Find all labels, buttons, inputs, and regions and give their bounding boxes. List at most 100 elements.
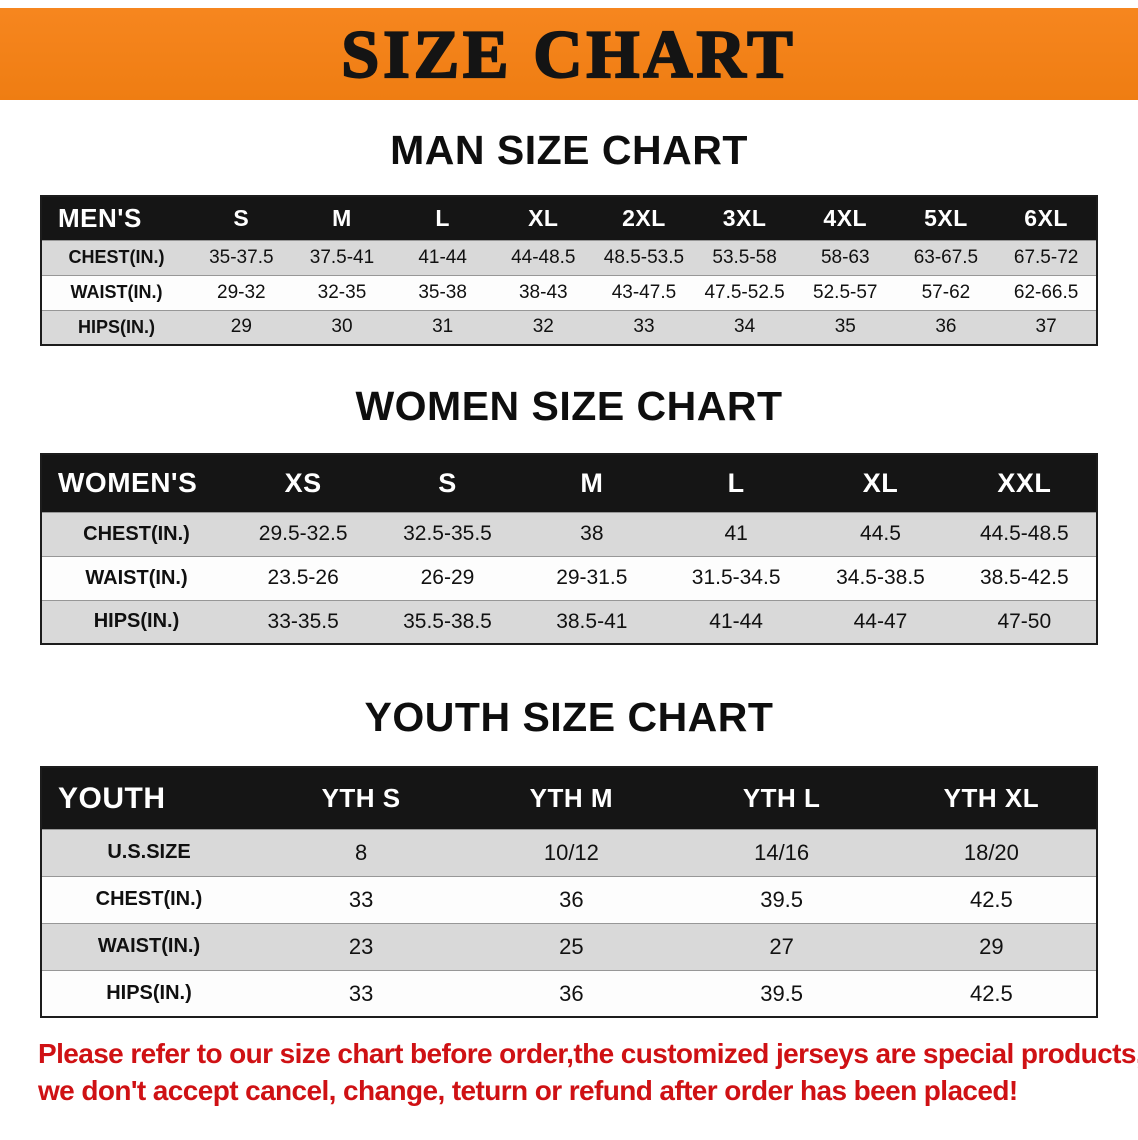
table-row: HIPS(IN.) 33 36 39.5 42.5	[41, 969, 1097, 1018]
row-label: WAIST(IN.)	[41, 274, 191, 311]
column-header: XL	[492, 196, 594, 241]
youth-section: YOUTH SIZE CHART YOUTH YTH S YTH M YTH L…	[0, 694, 1138, 1019]
table-cell: 33	[593, 309, 695, 346]
column-header: 2XL	[593, 196, 695, 241]
table-cell: 53.5-58	[694, 239, 795, 276]
table-cell: 41-44	[392, 239, 493, 276]
table-cell: 18/20	[886, 828, 1097, 877]
row-label: CHEST(IN.)	[41, 239, 191, 276]
table-cell: 38-43	[492, 274, 594, 311]
table-cell: 37.5-41	[291, 239, 393, 276]
table-cell: 33	[256, 969, 467, 1018]
table-cell: 35	[794, 309, 896, 346]
table-cell: 14/16	[676, 828, 887, 877]
row-label: HIPS(IN.)	[41, 599, 231, 645]
table-cell: 33	[256, 875, 467, 924]
youth-header-row: YOUTH YTH S YTH M YTH L YTH XL	[41, 767, 1097, 830]
column-header: YTH L	[676, 767, 887, 830]
table-cell: 35-38	[392, 274, 493, 311]
column-header: YTH XL	[886, 767, 1097, 830]
table-cell: 44-48.5	[492, 239, 594, 276]
column-header: M	[519, 454, 664, 513]
column-header: 5XL	[895, 196, 997, 241]
table-cell: 23	[256, 922, 467, 971]
table-cell: 32	[492, 309, 594, 346]
table-cell: 52.5-57	[794, 274, 896, 311]
table-row: CHEST(IN.) 35-37.5 37.5-41 41-44 44-48.5…	[41, 239, 1097, 276]
table-cell: 26-29	[375, 555, 520, 601]
table-cell: 44-47	[808, 599, 953, 645]
women-section-heading: WOMEN SIZE CHART	[355, 383, 783, 430]
column-header: M	[291, 196, 393, 241]
table-cell: 25	[466, 922, 677, 971]
table-row: WAIST(IN.) 23.5-26 26-29 29-31.5 31.5-34…	[41, 555, 1097, 601]
table-cell: 47.5-52.5	[694, 274, 795, 311]
table-cell: 43-47.5	[593, 274, 695, 311]
table-cell: 44.5	[808, 511, 953, 557]
table-cell: 39.5	[676, 969, 887, 1018]
table-row: HIPS(IN.) 29 30 31 32 33 34 35 36 37	[41, 309, 1097, 346]
table-cell: 35-37.5	[191, 239, 292, 276]
table-cell: 62-66.5	[996, 274, 1097, 311]
column-header: YTH M	[466, 767, 677, 830]
size-chart-banner: SIZE CHART	[0, 8, 1138, 100]
women-header-row: WOMEN'S XS S M L XL XXL	[41, 454, 1097, 513]
women-size-table: WOMEN'S XS S M L XL XXL CHEST(IN.) 29.5-…	[40, 453, 1098, 646]
row-label: CHEST(IN.)	[41, 511, 231, 557]
youth-size-table: YOUTH YTH S YTH M YTH L YTH XL U.S.SIZE …	[40, 766, 1098, 1019]
page-title: SIZE CHART	[340, 16, 797, 92]
table-cell: 29	[886, 922, 1097, 971]
column-header: XL	[808, 454, 953, 513]
table-cell: 29-32	[191, 274, 292, 311]
column-header: S	[191, 196, 292, 241]
table-cell: 42.5	[886, 875, 1097, 924]
column-header: L	[392, 196, 493, 241]
column-header: S	[375, 454, 520, 513]
table-title-cell: YOUTH	[41, 767, 256, 830]
table-row: WAIST(IN.) 29-32 32-35 35-38 38-43 43-47…	[41, 274, 1097, 311]
table-cell: 36	[466, 969, 677, 1018]
column-header: 4XL	[794, 196, 896, 241]
youth-section-heading: YOUTH SIZE CHART	[364, 694, 774, 741]
table-cell: 33-35.5	[231, 599, 376, 645]
table-cell: 38.5-42.5	[952, 555, 1097, 601]
row-label: WAIST(IN.)	[41, 922, 256, 971]
table-cell: 34.5-38.5	[808, 555, 953, 601]
table-cell: 36	[466, 875, 677, 924]
table-cell: 47-50	[952, 599, 1097, 645]
row-label: WAIST(IN.)	[41, 555, 231, 601]
table-cell: 32-35	[291, 274, 393, 311]
table-cell: 36	[895, 309, 997, 346]
table-cell: 37	[996, 309, 1097, 346]
table-cell: 29-31.5	[519, 555, 664, 601]
row-label: U.S.SIZE	[41, 828, 256, 877]
table-cell: 44.5-48.5	[952, 511, 1097, 557]
table-row: HIPS(IN.) 33-35.5 35.5-38.5 38.5-41 41-4…	[41, 599, 1097, 645]
table-cell: 23.5-26	[231, 555, 376, 601]
table-cell: 8	[256, 828, 467, 877]
table-cell: 27	[676, 922, 887, 971]
table-cell: 29	[191, 309, 292, 346]
row-label: CHEST(IN.)	[41, 875, 256, 924]
table-row: WAIST(IN.) 23 25 27 29	[41, 922, 1097, 971]
table-cell: 34	[694, 309, 795, 346]
table-cell: 38.5-41	[519, 599, 664, 645]
disclaimer-line-1: Please refer to our size chart before or…	[38, 1038, 1138, 1070]
table-cell: 57-62	[895, 274, 997, 311]
column-header: YTH S	[256, 767, 467, 830]
table-cell: 63-67.5	[895, 239, 997, 276]
disclaimer-note: Please refer to our size chart before or…	[38, 1036, 1138, 1110]
row-label: HIPS(IN.)	[41, 309, 191, 346]
table-cell: 41	[663, 511, 809, 557]
column-header: L	[663, 454, 809, 513]
table-row: CHEST(IN.) 29.5-32.5 32.5-35.5 38 41 44.…	[41, 511, 1097, 557]
column-header: XS	[231, 454, 376, 513]
table-title-cell: MEN'S	[41, 196, 191, 241]
table-row: U.S.SIZE 8 10/12 14/16 18/20	[41, 828, 1097, 877]
table-row: CHEST(IN.) 33 36 39.5 42.5	[41, 875, 1097, 924]
table-cell: 32.5-35.5	[375, 511, 520, 557]
table-cell: 38	[519, 511, 664, 557]
men-section-heading: MAN SIZE CHART	[390, 127, 748, 173]
table-cell: 42.5	[886, 969, 1097, 1018]
table-cell: 58-63	[794, 239, 896, 276]
